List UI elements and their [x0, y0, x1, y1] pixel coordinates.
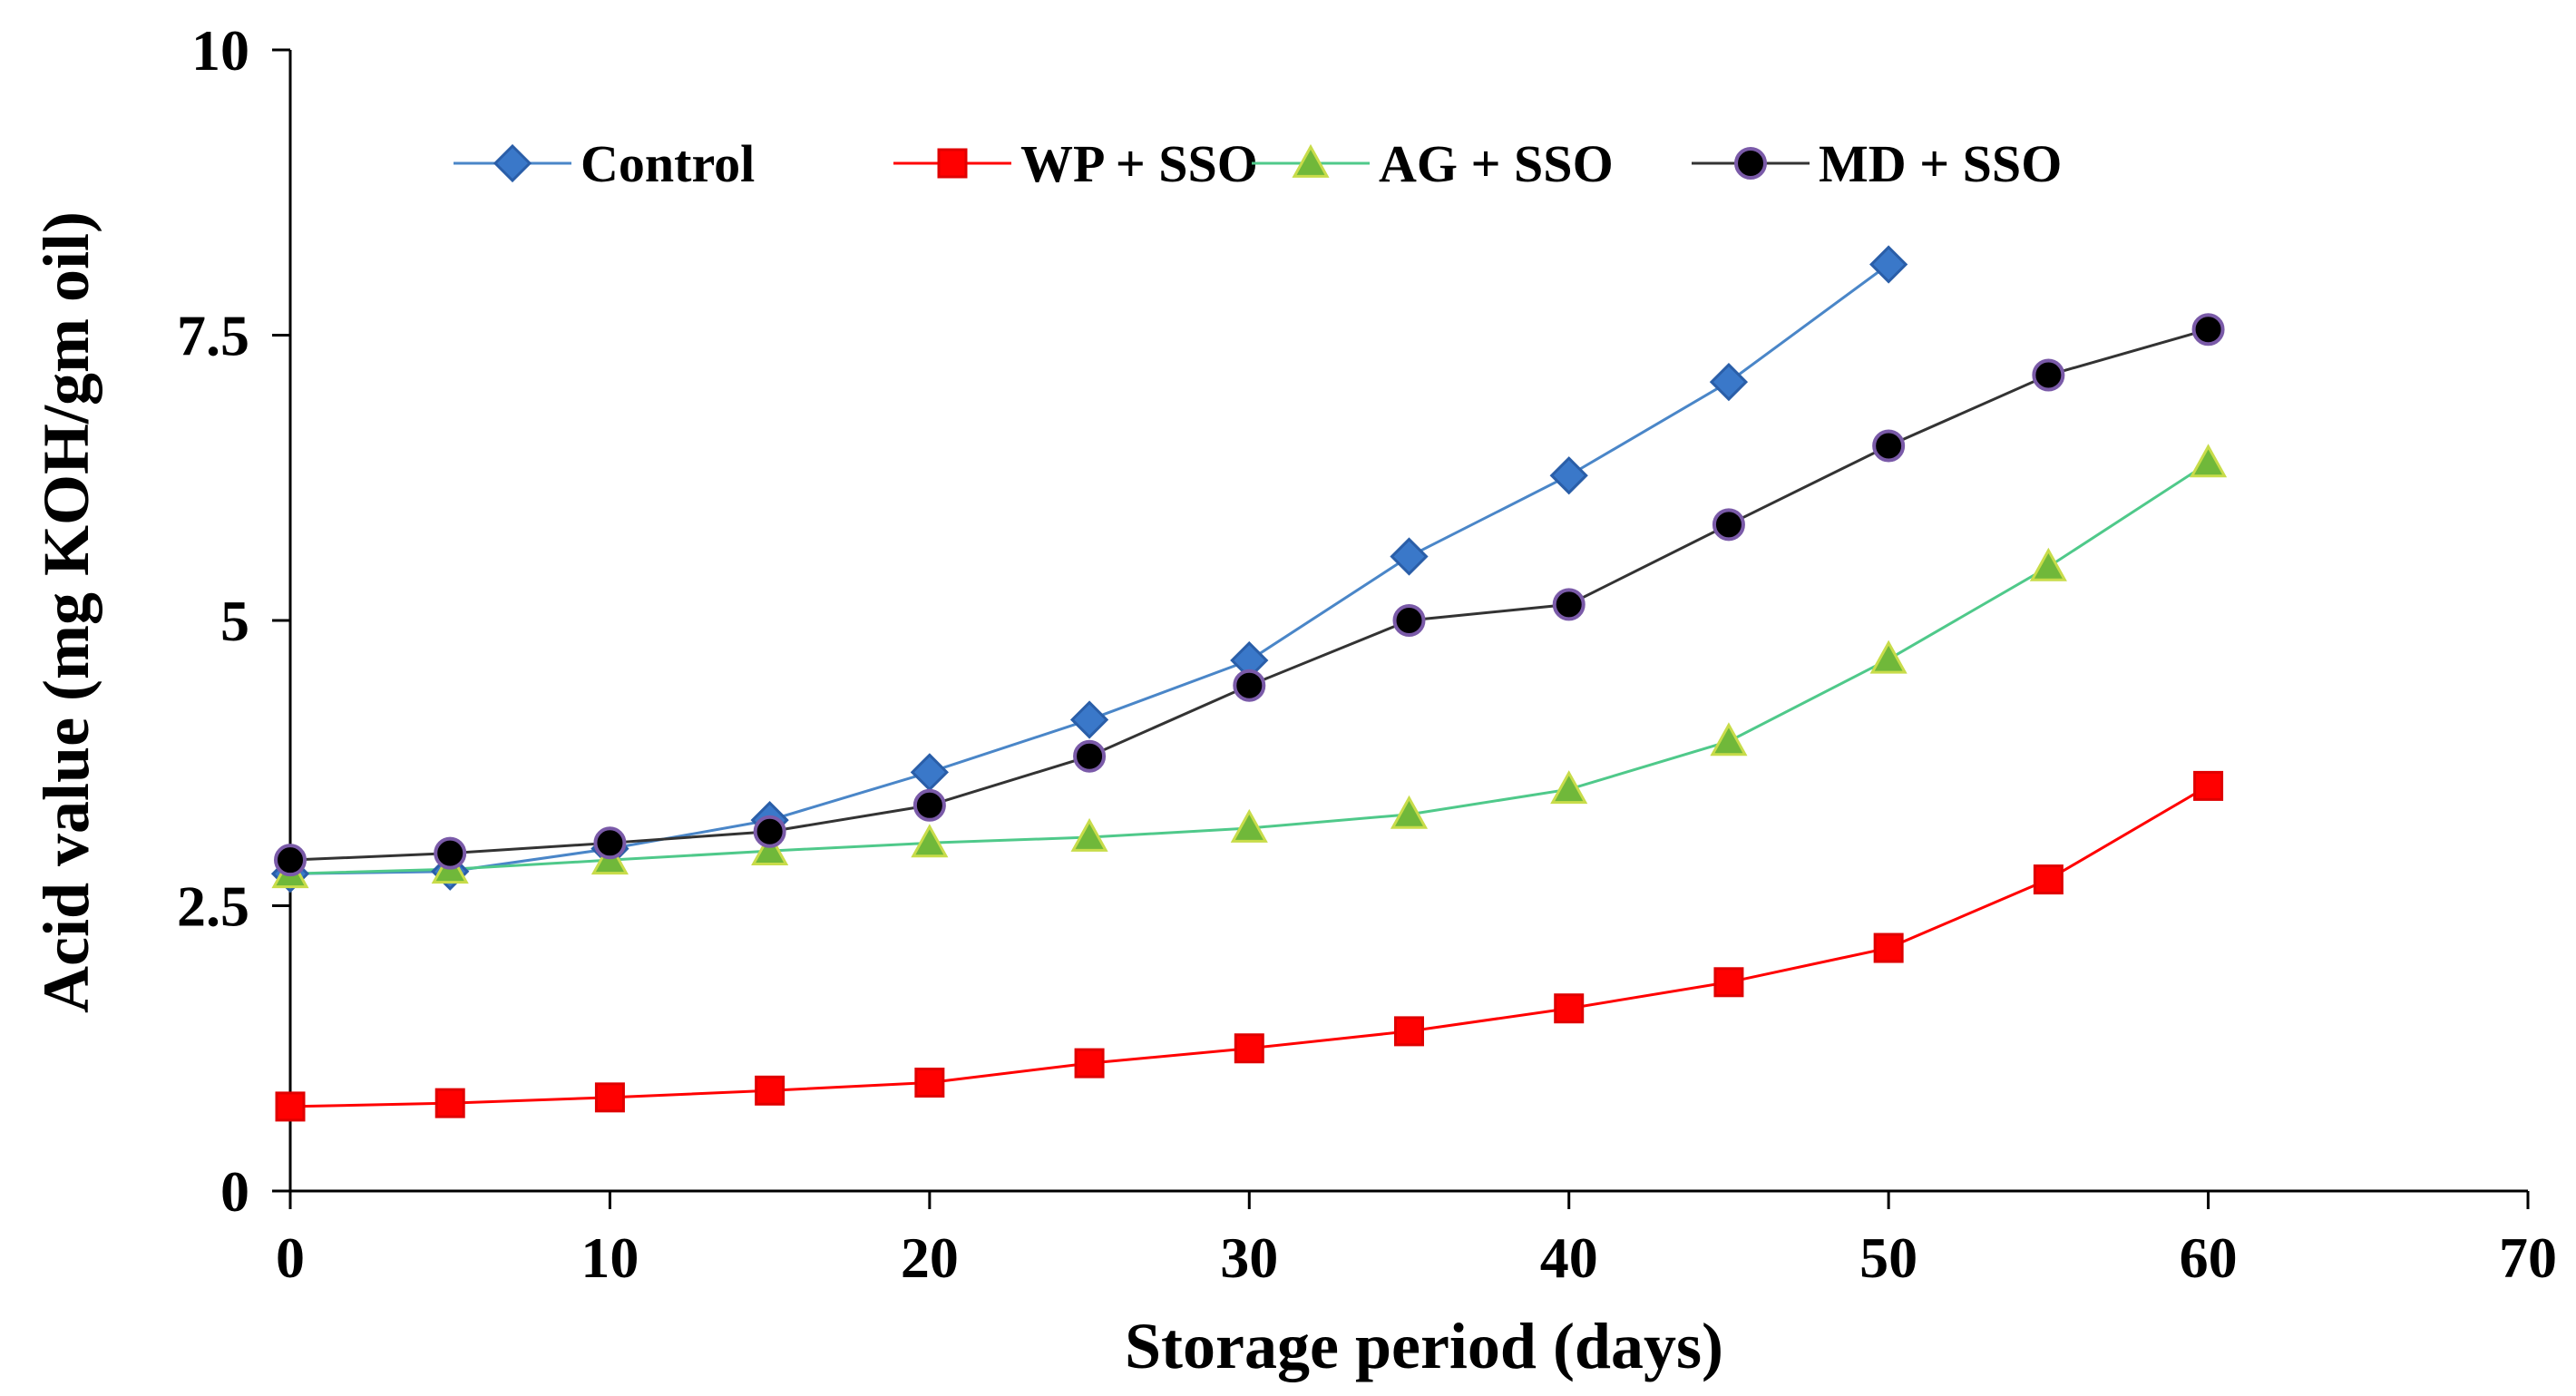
data-point-md-sso [434, 836, 467, 870]
x-tick-label: 20 [901, 1225, 959, 1290]
series-line-md-sso [289, 327, 2209, 862]
data-point-ag-sso [911, 824, 949, 858]
x-tick-label: 50 [1859, 1225, 1917, 1290]
data-point-wp-sso [434, 1088, 465, 1118]
y-tick-label: 0 [220, 1159, 249, 1224]
data-point-wp-sso [1713, 967, 1744, 998]
data-point-wp-sso [1873, 932, 1904, 963]
axes: 0 2.5 5 7.5 10 0 10 20 30 40 50 60 70 [177, 18, 2557, 1290]
legend: Control WP + SSO AG + SSO MD + SSO [454, 134, 2062, 193]
x-tick-label: 70 [2499, 1225, 2557, 1290]
legend-marker-ag-sso [1292, 143, 1330, 178]
data-point-wp-sso [594, 1082, 625, 1113]
legend-marker-control [493, 143, 532, 183]
data-point-wp-sso [2033, 864, 2064, 895]
data-point-ag-sso [1230, 808, 1268, 843]
data-point-ag-sso [1070, 817, 1108, 852]
x-tick-label: 30 [1220, 1225, 1278, 1290]
data-point-wp-sso [1394, 1016, 1424, 1047]
data-point-wp-sso [1234, 1033, 1264, 1064]
data-point-wp-sso [2193, 770, 2224, 801]
legend-marker-md-sso [1734, 147, 1767, 180]
data-point-md-sso [912, 788, 946, 822]
data-point-md-sso [1552, 588, 1586, 621]
series-markers [270, 245, 2228, 1122]
data-point-md-sso [2032, 358, 2065, 392]
data-point-md-sso [753, 815, 786, 848]
data-point-md-sso [1872, 429, 1906, 463]
data-point-wp-sso [275, 1091, 306, 1122]
data-point-wp-sso [1554, 993, 1585, 1024]
data-point-control [1549, 456, 1588, 495]
data-point-control [1390, 537, 1429, 576]
legend-label-wp-sso: WP + SSO [1020, 134, 1258, 193]
data-point-wp-sso [914, 1067, 945, 1098]
data-point-ag-sso [1710, 722, 1748, 757]
data-point-control [910, 753, 949, 792]
data-point-md-sso [1233, 669, 1266, 702]
y-tick-label: 2.5 [177, 874, 249, 939]
data-point-ag-sso [2029, 547, 2067, 581]
data-point-md-sso [1392, 604, 1426, 637]
data-point-ag-sso [1869, 639, 1908, 674]
x-tick-label: 0 [276, 1225, 305, 1290]
data-point-md-sso [274, 844, 307, 877]
legend-label-md-sso: MD + SSO [1819, 134, 2062, 193]
data-point-ag-sso [1390, 795, 1429, 829]
series-line-control [289, 263, 1890, 875]
legend-label-control: Control [581, 134, 755, 193]
data-point-md-sso [593, 826, 627, 860]
data-point-control [1069, 700, 1109, 739]
data-point-ag-sso [1550, 770, 1588, 805]
y-tick-label: 10 [191, 18, 249, 83]
y-tick-label: 5 [220, 589, 249, 653]
data-point-wp-sso [755, 1075, 785, 1106]
x-axis-title: Storage period (days) [1125, 1310, 1723, 1382]
legend-marker-wp-sso [937, 148, 968, 179]
y-tick-label: 7.5 [177, 304, 249, 368]
data-point-md-sso [2191, 313, 2225, 347]
x-tick-label: 10 [581, 1225, 639, 1290]
data-point-control [1869, 245, 1908, 284]
x-tick-label: 40 [1540, 1225, 1598, 1290]
data-point-control [1709, 362, 1749, 402]
y-axis-title: Acid value (mg KOH/gm oil) [30, 211, 102, 1013]
data-point-md-sso [1073, 739, 1107, 773]
data-point-md-sso [1712, 508, 1745, 542]
data-point-ag-sso [751, 832, 789, 866]
x-tick-label: 60 [2180, 1225, 2238, 1290]
legend-label-ag-sso: AG + SSO [1379, 134, 1614, 193]
data-point-wp-sso [1074, 1048, 1105, 1079]
data-point-ag-sso [2190, 444, 2228, 478]
